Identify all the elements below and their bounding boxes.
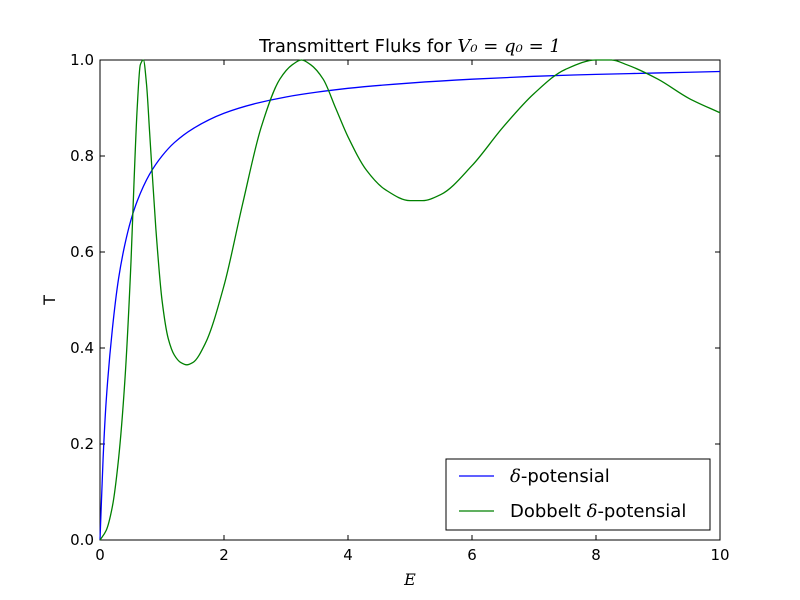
legend-label-double-delta-math: δ bbox=[587, 501, 598, 522]
y-tick-label: 0.6 bbox=[70, 243, 94, 261]
x-tick-label: 4 bbox=[343, 546, 353, 564]
y-tick-label: 0.4 bbox=[70, 339, 94, 357]
legend-label-delta: δ-potensial bbox=[510, 466, 610, 487]
legend: δ-potensial Dobbelt δ-potensial bbox=[445, 458, 711, 531]
y-tick-label: 1.0 bbox=[70, 51, 94, 69]
series-group bbox=[99, 59, 721, 541]
series-line-delta-potensial bbox=[99, 70, 721, 541]
x-tick-label: 8 bbox=[591, 546, 601, 564]
series-line-dobbelt-delta-potensial bbox=[99, 59, 721, 541]
chart-title-text: Transmittert Fluks for bbox=[258, 36, 457, 57]
x-tick-label: 6 bbox=[467, 546, 477, 564]
legend-label-delta-text: -potensial bbox=[521, 466, 610, 487]
y-tick-label: 0.8 bbox=[70, 147, 94, 165]
y-tick-label: 0.0 bbox=[70, 531, 94, 549]
x-axis-label: E bbox=[403, 570, 416, 589]
x-tick-label: 0 bbox=[95, 546, 105, 564]
legend-label-double-delta-text: -potensial bbox=[597, 501, 686, 522]
legend-label-double-delta: Dobbelt δ-potensial bbox=[510, 501, 686, 522]
legend-box bbox=[445, 458, 711, 531]
x-tick-label: 10 bbox=[710, 546, 729, 564]
axis-ticks: 0 2 4 6 8 10 0.0 0.2 0.4 0.6 0.8 1.0 bbox=[70, 51, 729, 564]
y-tick-label: 0.2 bbox=[70, 435, 94, 453]
chart-title-math: V₀ = q₀ = 1 bbox=[457, 36, 560, 57]
legend-label-delta-math: δ bbox=[510, 466, 521, 487]
y-axis-label: T bbox=[40, 295, 59, 306]
chart-title: Transmittert Fluks for V₀ = q₀ = 1 bbox=[258, 36, 561, 57]
legend-label-double-delta-before: Dobbelt bbox=[510, 501, 587, 522]
x-tick-label: 2 bbox=[219, 546, 229, 564]
